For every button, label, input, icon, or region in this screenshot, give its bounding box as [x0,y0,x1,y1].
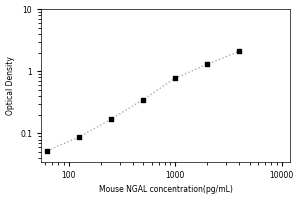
Point [237,50,242,53]
Point [205,63,210,66]
Point [173,76,178,80]
Point [77,135,82,139]
Y-axis label: Optical Density: Optical Density [6,56,15,115]
Point [141,98,146,101]
Point [45,149,50,152]
X-axis label: Mouse NGAL concentration(pg/mL): Mouse NGAL concentration(pg/mL) [99,185,232,194]
Point [109,118,114,121]
